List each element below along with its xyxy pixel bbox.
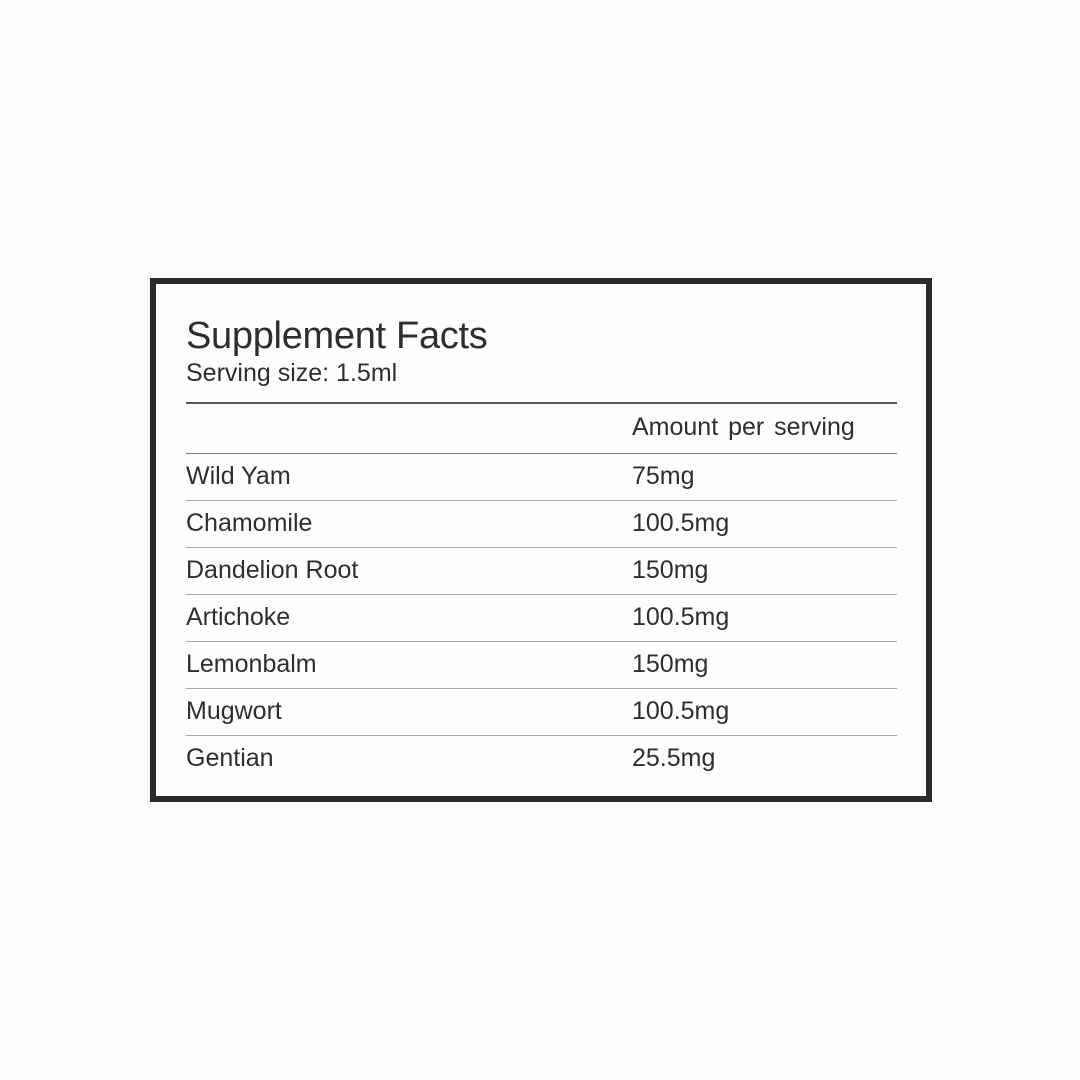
- ingredient-name: Wild Yam: [186, 462, 291, 490]
- ingredient-name: Chamomile: [186, 509, 313, 537]
- table-row: Mugwort 100.5mg: [186, 689, 897, 736]
- ingredient-name: Dandelion Root: [186, 556, 359, 584]
- table-row: Chamomile 100.5mg: [186, 501, 897, 548]
- table-header: Amount per serving: [186, 402, 897, 454]
- supplement-facts-panel: Supplement Facts Serving size: 1.5ml Amo…: [150, 278, 932, 802]
- ingredient-name: Lemonbalm: [186, 650, 317, 678]
- amount-column-header: Amount per serving: [632, 413, 855, 441]
- table-row: Lemonbalm 150mg: [186, 642, 897, 689]
- ingredient-amount: 100.5mg: [632, 697, 730, 725]
- table-row: Dandelion Root 150mg: [186, 548, 897, 595]
- ingredient-amount: 100.5mg: [632, 509, 730, 537]
- ingredient-amount: 75mg: [632, 462, 695, 490]
- ingredient-name: Gentian: [186, 744, 274, 772]
- serving-size: Serving size: 1.5ml: [186, 359, 398, 387]
- facts-table: Amount per serving Wild Yam 75mg Chamomile…: [186, 402, 897, 782]
- ingredient-amount: 150mg: [632, 650, 709, 678]
- ingredient-name: Artichoke: [186, 603, 291, 631]
- panel-title: Supplement Facts: [186, 315, 488, 357]
- ingredient-amount: 25.5mg: [632, 744, 716, 772]
- ingredient-name: Mugwort: [186, 697, 282, 725]
- table-row: Wild Yam 75mg: [186, 454, 897, 501]
- table-row: Gentian 25.5mg: [186, 736, 897, 782]
- ingredient-amount: 150mg: [632, 556, 709, 584]
- ingredient-amount: 100.5mg: [632, 603, 730, 631]
- table-row: Artichoke 100.5mg: [186, 595, 897, 642]
